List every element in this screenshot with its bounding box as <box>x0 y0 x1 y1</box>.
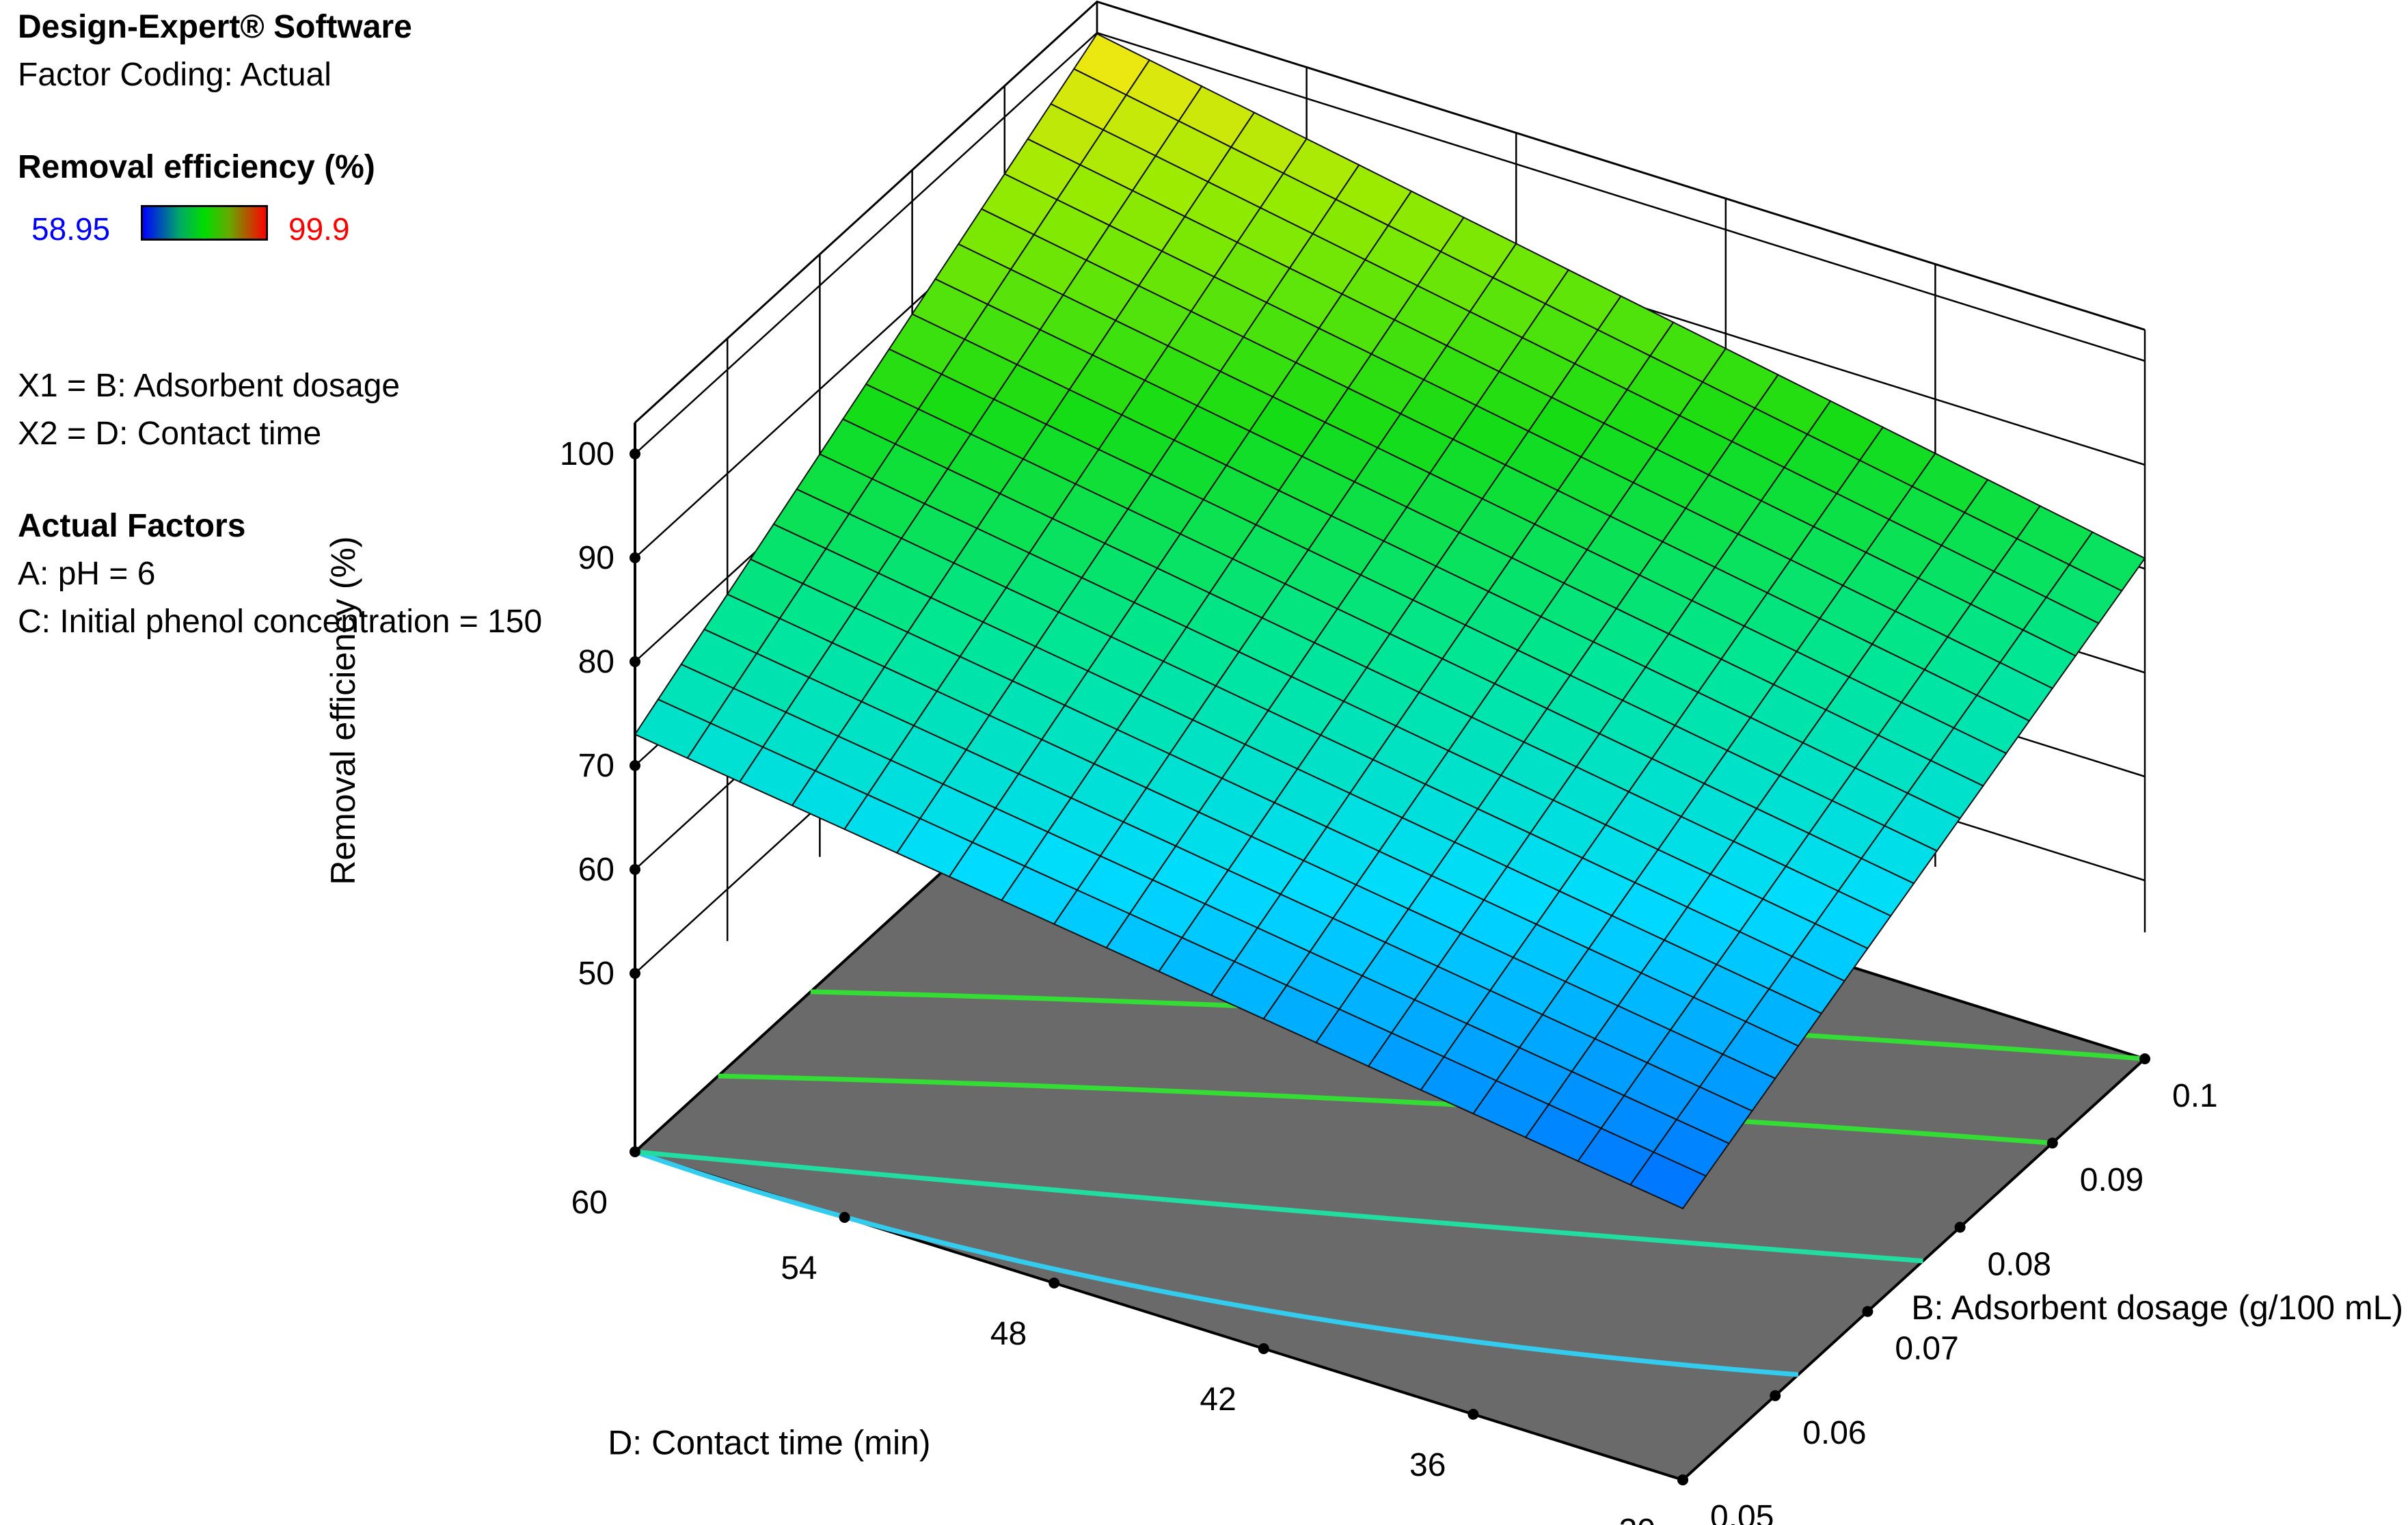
z-tick-label: 100 <box>560 436 614 472</box>
time-tick-label: 48 <box>990 1316 1027 1352</box>
z-tick-label: 50 <box>578 956 614 992</box>
dosage-tick-mark <box>1770 1390 1781 1401</box>
legend-min-value: 58.95 <box>31 211 111 247</box>
x2-definition: X2 = D: Contact time <box>18 416 322 452</box>
dosage-tick-label: 0.06 <box>1802 1415 1866 1451</box>
dosage-tick-label: 0.07 <box>1895 1331 1958 1367</box>
z-tick-mark <box>630 760 640 771</box>
z-axis-title: Removal efficiency (%) <box>324 536 362 885</box>
floor-contour-line <box>718 1073 2053 1146</box>
software-title: Design-Expert® Software <box>18 9 412 45</box>
x1-definition: X1 = B: Adsorbent dosage <box>18 368 401 404</box>
factor-c-value: C: Initial phenol concentration = 150 <box>18 604 543 640</box>
dosage-tick-mark <box>1677 1474 1688 1485</box>
floor-plane <box>632 729 2148 1482</box>
time-tick-label: 54 <box>781 1250 817 1286</box>
dosage-axis-title: B: Adsorbent dosage (g/100 mL) <box>1911 1288 2403 1327</box>
z-tick-mark <box>630 656 640 667</box>
time-tick-mark <box>1467 1409 1479 1420</box>
factor-a-value: A: pH = 6 <box>18 556 156 592</box>
dosage-tick-mark <box>2139 1053 2150 1064</box>
time-axis-title: D: Contact time (min) <box>608 1423 930 1461</box>
legend-color-bar <box>141 205 268 241</box>
dosage-tick-label: 0.09 <box>2080 1162 2143 1198</box>
z-tick-mark <box>630 552 640 563</box>
response-surface <box>634 33 2146 1210</box>
axes: 50 60 70 80 90 100 Removal efficiency (%) 30 36 4… <box>324 422 2403 1525</box>
time-tick-mark <box>630 1146 640 1157</box>
time-tick-label: 30 <box>1619 1513 1655 1525</box>
dosage-tick-mark <box>2046 1137 2058 1149</box>
dosage-tick-label: 0.08 <box>1988 1246 2051 1282</box>
z-tick-label: 80 <box>578 644 614 680</box>
z-tick-label: 90 <box>578 540 614 576</box>
dosage-tick-mark <box>1954 1222 1966 1233</box>
time-tick-label: 42 <box>1200 1381 1236 1418</box>
z-tick-mark <box>630 864 640 875</box>
dosage-tick-label: 0.05 <box>1710 1499 1774 1525</box>
wall-grid-line <box>634 31 2146 455</box>
actual-factors-title: Actual Factors <box>18 508 246 544</box>
time-tick-label: 60 <box>571 1185 608 1221</box>
surface-cell <box>1629 1151 1707 1210</box>
dosage-tick-label: 0.1 <box>2172 1078 2218 1114</box>
legend-max-value: 99.9 <box>288 211 350 247</box>
z-tick-mark <box>630 448 640 459</box>
time-tick-mark <box>839 1212 850 1223</box>
time-tick-label: 36 <box>1409 1447 1446 1483</box>
wall-top-edge <box>634 0 2146 424</box>
time-tick-mark <box>1049 1278 1060 1288</box>
floor-contour-line <box>634 1149 1799 1377</box>
factor-coding-label: Factor Coding: Actual <box>18 57 332 93</box>
dosage-tick-mark <box>1862 1306 1873 1317</box>
z-tick-mark <box>630 968 640 979</box>
time-tick-mark <box>1258 1343 1269 1354</box>
response-title: Removal efficiency (%) <box>18 149 375 185</box>
z-tick-label: 60 <box>578 852 614 888</box>
z-tick-label: 70 <box>578 748 614 784</box>
floor-contour-line <box>634 1149 1923 1264</box>
